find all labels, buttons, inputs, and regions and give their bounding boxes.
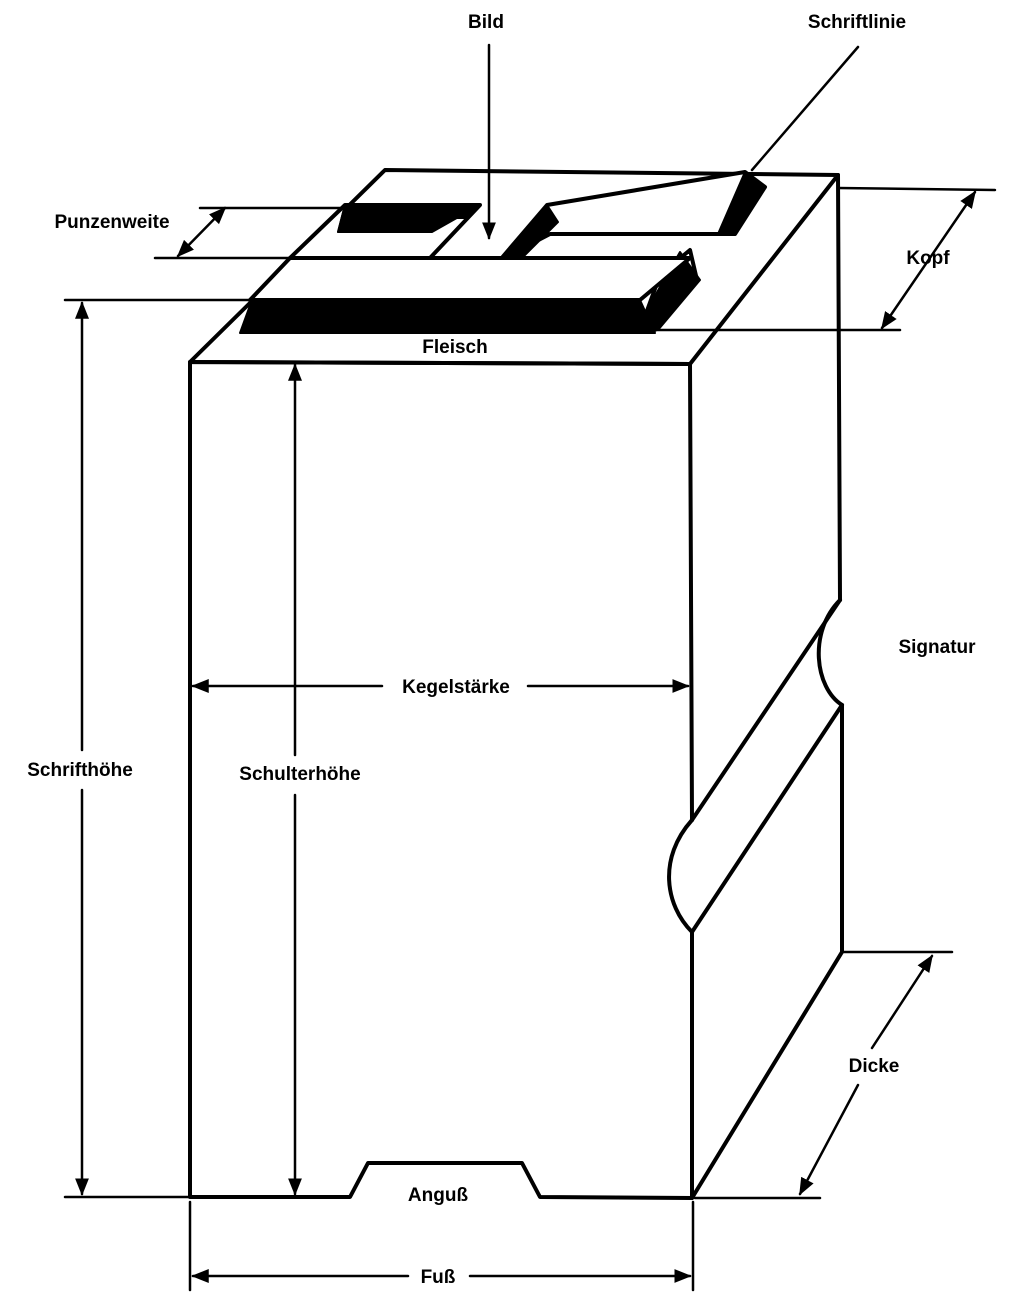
dimension-lines <box>63 43 997 1292</box>
label-bild: Bild <box>468 12 504 33</box>
punzenweite-arrow <box>176 206 227 258</box>
label-fleisch: Fleisch <box>422 337 487 358</box>
nick-groove <box>690 703 844 934</box>
label-kopf: Kopf <box>906 248 950 269</box>
label-kegelstaerke: Kegelstärke <box>402 677 510 698</box>
label-signatur: Signatur <box>898 637 976 658</box>
dicke-arrow <box>798 1083 860 1196</box>
nick-groove <box>690 598 842 822</box>
label-schrifthoehe: Schrifthöhe <box>27 760 133 781</box>
label-schriftlinie: Schriftlinie <box>808 12 906 33</box>
kopf-arrow <box>880 190 977 330</box>
label-punzenweite: Punzenweite <box>54 212 169 233</box>
label-anguss: Anguß <box>408 1185 469 1206</box>
label-dicke: Dicke <box>849 1056 900 1077</box>
dicke-arrow <box>870 954 934 1050</box>
labels: Bild Schriftlinie Punzenweite Kopf Fleis… <box>27 12 976 1288</box>
label-schulterhoehe: Schulterhöhe <box>239 764 360 785</box>
kopf-extension <box>836 186 997 192</box>
nick-curve-front <box>667 818 694 934</box>
letter-image <box>239 170 767 334</box>
schriftlinie-pointer <box>750 45 860 172</box>
front-face <box>188 360 694 1200</box>
nick-curve-side <box>816 598 844 707</box>
label-fuss: Fuß <box>421 1267 456 1288</box>
